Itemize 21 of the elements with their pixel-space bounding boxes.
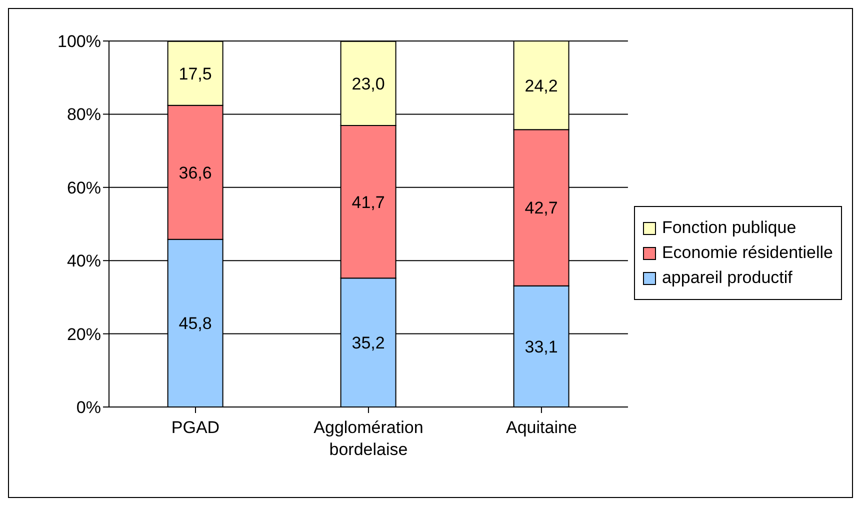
data-label: 36,6	[178, 163, 212, 182]
data-label: 17,5	[178, 64, 212, 84]
y-tick-label: 40%	[66, 252, 101, 271]
legend-label: Fonction publique	[662, 218, 796, 238]
y-tick-label: 60%	[66, 178, 101, 198]
data-label: 45,8	[178, 314, 212, 334]
x-tick-label: Aquitaine	[506, 418, 577, 437]
data-label: 23,0	[352, 74, 385, 94]
legend-label: appareil productif	[662, 268, 792, 288]
data-label: 41,7	[352, 192, 385, 212]
x-tick-label: Agglomération bordelaise	[314, 418, 424, 459]
data-label: 33,1	[524, 337, 558, 356]
y-tick-label: 0%	[76, 398, 101, 418]
y-tick-label: 20%	[66, 324, 101, 344]
legend-label: Economie résidentielle	[662, 243, 833, 263]
x-tick-label: PGAD	[171, 418, 220, 437]
y-tick-label: 100%	[58, 32, 101, 52]
data-label: 42,7	[524, 198, 558, 218]
data-label: 35,2	[352, 334, 385, 353]
data-label: 24,2	[524, 76, 558, 96]
y-tick-label: 80%	[66, 105, 101, 124]
